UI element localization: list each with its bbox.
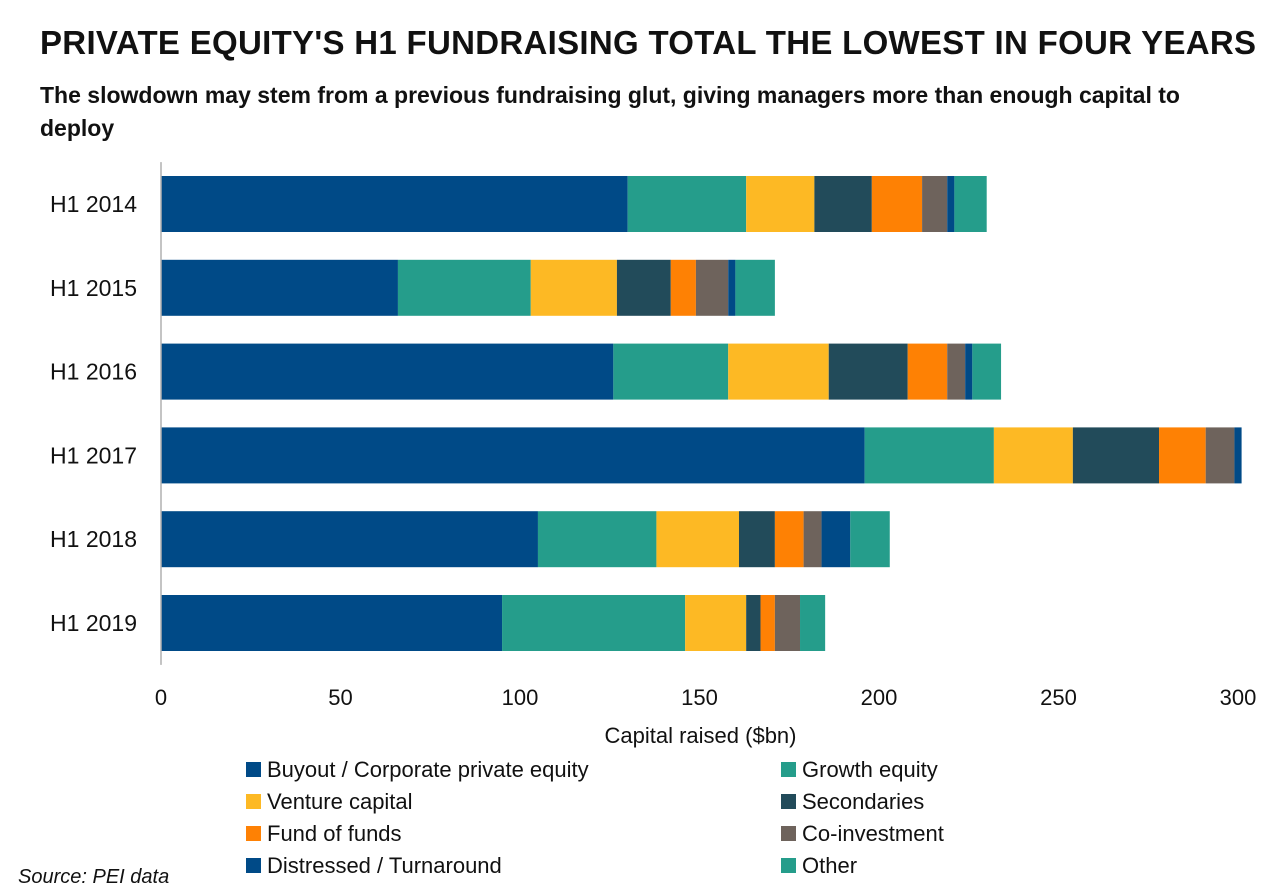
bar-segment-4-6 — [821, 511, 851, 568]
category-label-4: H1 2018 — [50, 526, 137, 552]
legend-swatch-7 — [781, 858, 796, 873]
bars-layer — [161, 176, 1242, 651]
bar-segment-4-7 — [850, 511, 890, 568]
bar-segment-1-6 — [728, 259, 736, 316]
legend-label-6: Distressed / Turnaround — [267, 853, 502, 878]
legend-label-3: Secondaries — [802, 789, 924, 814]
bar-segment-5-3 — [746, 595, 761, 651]
x-tick-labels: 0 50 100 150 200 250 300 — [155, 685, 1256, 710]
legend-swatch-4 — [246, 826, 261, 841]
bar-segment-2-6 — [965, 343, 973, 400]
bar-segment-5-5 — [774, 595, 801, 651]
bar-segment-0-1 — [627, 176, 747, 232]
bar-segment-0-6 — [947, 176, 955, 232]
legend-swatch-1 — [781, 762, 796, 777]
bar-segment-3-1 — [864, 427, 994, 484]
bar-segment-1-1 — [397, 259, 531, 316]
bar-segment-1-2 — [530, 259, 617, 316]
legend-swatch-5 — [781, 826, 796, 841]
bar-segment-4-4 — [774, 511, 804, 568]
legend-label-0: Buyout / Corporate private equity — [267, 757, 589, 782]
category-label-5: H1 2019 — [50, 610, 137, 636]
bar-segment-0-3 — [814, 176, 872, 232]
bar-segment-1-7 — [735, 259, 775, 316]
bar-segment-3-6 — [1234, 427, 1242, 484]
bar-segment-2-5 — [947, 343, 966, 400]
x-axis-title: Capital raised ($bn) — [605, 723, 797, 748]
bar-segment-3-3 — [1072, 427, 1160, 484]
bar-segment-4-0 — [161, 511, 538, 568]
bar-segment-0-2 — [746, 176, 815, 232]
bar-segment-3-4 — [1159, 427, 1206, 484]
legend-label-4: Fund of funds — [267, 821, 402, 846]
source-note: Source: PEI data — [18, 866, 170, 888]
bar-segment-2-1 — [613, 343, 729, 400]
chart-subtitle: The slowdown may stem from a previous fu… — [40, 82, 1180, 141]
legend-label-2: Venture capital — [267, 789, 413, 814]
legend-label-1: Growth equity — [802, 757, 938, 782]
bar-segment-2-3 — [828, 343, 908, 400]
bar-segment-3-2 — [993, 427, 1073, 484]
bar-segment-5-1 — [502, 595, 686, 651]
legend-swatch-0 — [246, 762, 261, 777]
bar-segment-5-2 — [685, 595, 747, 651]
bar-segment-4-3 — [738, 511, 775, 568]
legend-label-5: Co-investment — [802, 821, 944, 846]
bar-segment-2-7 — [972, 343, 1002, 400]
category-label-2: H1 2016 — [50, 359, 137, 385]
x-tick-label-0: 0 — [155, 685, 167, 710]
legend-label-7: Other — [802, 853, 857, 878]
bar-segment-5-7 — [800, 595, 826, 651]
bar-segment-1-5 — [695, 259, 729, 316]
bar-segment-2-2 — [728, 343, 829, 400]
bar-segment-1-4 — [670, 259, 696, 316]
category-label-3: H1 2017 — [50, 442, 137, 468]
bar-segment-2-4 — [907, 343, 948, 400]
x-tick-label-3: 150 — [681, 685, 718, 710]
x-tick-label-5: 250 — [1040, 685, 1077, 710]
category-labels: H1 2014 H1 2015 H1 2016 H1 2017 H1 2018 H1 20… — [50, 191, 137, 636]
x-tick-label-4: 200 — [861, 685, 898, 710]
bar-segment-1-3 — [616, 259, 671, 316]
legend-swatch-3 — [781, 794, 796, 809]
legend: Buyout / Corporate private equity Growth … — [246, 757, 944, 878]
category-label-1: H1 2015 — [50, 275, 137, 301]
bar-segment-4-1 — [537, 511, 657, 568]
legend-swatch-6 — [246, 858, 261, 873]
bar-segment-4-5 — [803, 511, 822, 568]
bar-segment-0-4 — [871, 176, 923, 232]
category-label-0: H1 2014 — [50, 191, 137, 217]
bar-segment-4-2 — [656, 511, 739, 568]
x-tick-label-1: 50 — [328, 685, 352, 710]
bar-segment-3-0 — [161, 427, 865, 484]
bar-segment-0-0 — [161, 176, 628, 232]
chart-title: PRIVATE EQUITY'S H1 FUNDRAISING TOTAL TH… — [40, 24, 1257, 61]
x-tick-label-6: 300 — [1220, 685, 1257, 710]
bar-segment-5-0 — [161, 595, 503, 651]
bar-segment-1-0 — [161, 259, 398, 316]
legend-swatch-2 — [246, 794, 261, 809]
bar-segment-5-4 — [760, 595, 775, 651]
bar-segment-2-0 — [161, 343, 614, 400]
bar-segment-3-5 — [1205, 427, 1235, 484]
bar-segment-0-5 — [922, 176, 948, 232]
bar-segment-0-7 — [954, 176, 987, 232]
x-tick-label-2: 100 — [502, 685, 539, 710]
